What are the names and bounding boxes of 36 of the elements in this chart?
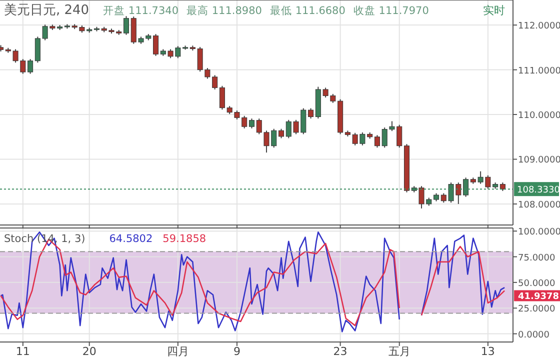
y-tick-label: 25.0000	[518, 304, 556, 315]
x-tick-label: 23	[333, 345, 348, 357]
candlestick	[463, 177, 469, 198]
text: 41.9378	[518, 292, 559, 302]
x-tick-label: 20	[82, 345, 96, 357]
x-tick-label: 四月	[166, 345, 189, 357]
y-tick-label: 110.0000	[518, 111, 560, 122]
y-tick-label: 75.0000	[518, 253, 556, 264]
annotation: 实时	[483, 4, 505, 17]
y-tick-label: 108.0000	[518, 200, 560, 210]
x-tick-label: 9	[233, 345, 240, 357]
y-tick-label: 50.0000	[518, 278, 556, 289]
candlestick	[219, 85, 225, 110]
y-tick-label: 0.0000	[518, 330, 550, 340]
candlestick	[153, 33, 159, 56]
chart-title: 美元日元, 240	[4, 2, 90, 18]
series-label: 64.5802	[109, 233, 153, 245]
text: 59.1858	[162, 233, 206, 245]
candlestick	[124, 16, 129, 36]
x-tick-label: 11	[16, 345, 30, 357]
annotation: 最低 111.6680	[270, 5, 346, 17]
candlestick	[278, 128, 284, 139]
annotation: 最高 111.8980	[186, 4, 262, 17]
x-tick-label: 13	[480, 345, 495, 357]
y-tick-label: 109.0000	[518, 156, 560, 166]
y-tick-label: 112.0000	[518, 22, 560, 32]
annotation: 开盘 111.7340	[103, 5, 179, 17]
y-tick-label: 100.0000	[518, 228, 560, 238]
candlestick	[248, 118, 254, 129]
candlestick	[374, 134, 380, 148]
annotation: 收盘 111.7970	[353, 5, 429, 17]
candlestick	[308, 108, 314, 120]
x-tick-label: 五月	[388, 345, 410, 357]
y-tick-label: 111.0000	[518, 66, 560, 76]
candlestick	[28, 58, 34, 74]
ref-line-label: 108.3330	[517, 186, 560, 196]
